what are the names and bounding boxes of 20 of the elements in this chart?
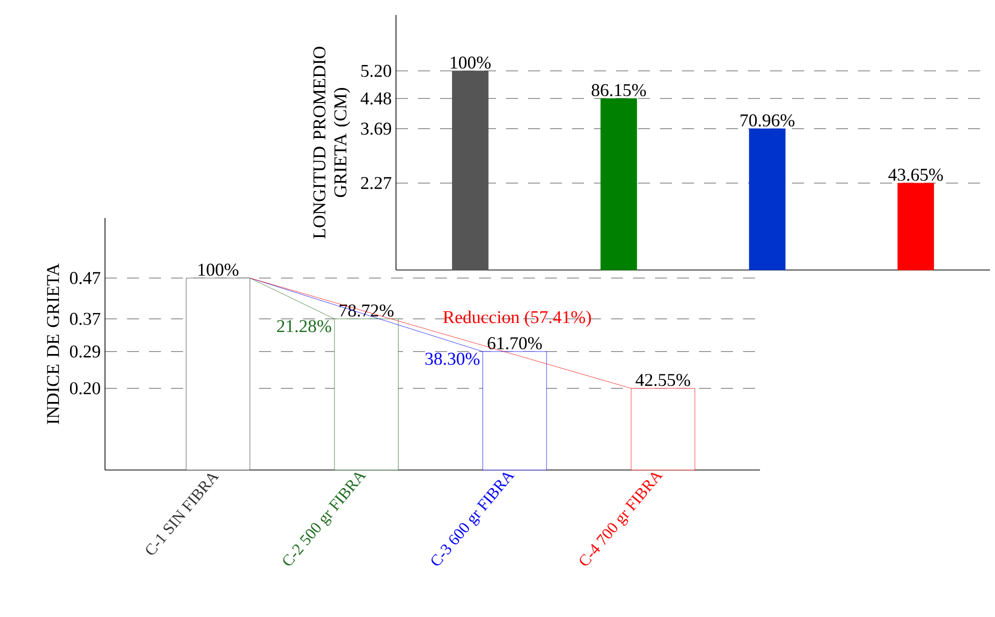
y-tick-label: 0.47: [70, 272, 100, 284]
y-axis-title: LONGITUD PROMEDIO GRIETA (CM): [313, 46, 350, 238]
y-tick-label: 0.29: [70, 345, 100, 358]
annotation: 100%: [450, 56, 491, 69]
annotation: 100%: [198, 264, 238, 276]
annotation: 86.15%: [592, 84, 646, 96]
y-tick-label: 3.69: [361, 122, 392, 135]
annotation: 42.55%: [636, 374, 690, 386]
y-tick-label: 5.20: [361, 64, 392, 77]
y-tick-label: 0.20: [70, 382, 100, 394]
annotation: 61.70%: [488, 337, 542, 350]
annotation: 43.65%: [888, 168, 943, 181]
y-tick-label: 4.48: [360, 92, 392, 105]
y-tick-label: 0.37: [70, 312, 100, 325]
y-tick-label: 2.27: [361, 176, 392, 190]
annotation: 70.96%: [740, 114, 794, 127]
annotation: 38.30%: [425, 352, 480, 365]
annotation: Reduccion (57.41%): [443, 310, 591, 327]
y-axis-title: INDICE DE GRIETA: [47, 263, 60, 424]
annotation: 21.28%: [277, 320, 332, 332]
